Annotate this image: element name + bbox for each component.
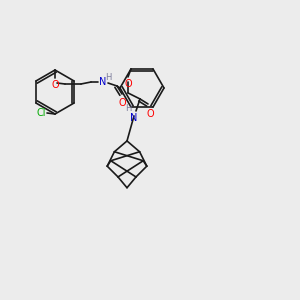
Text: H: H [125,104,131,113]
Text: H: H [105,74,111,82]
Text: O: O [51,80,59,90]
Text: N: N [130,113,138,123]
Text: N: N [99,77,107,87]
Text: O: O [146,109,154,119]
Text: O: O [118,98,126,108]
Text: Cl: Cl [36,108,46,118]
Text: O: O [124,79,132,89]
